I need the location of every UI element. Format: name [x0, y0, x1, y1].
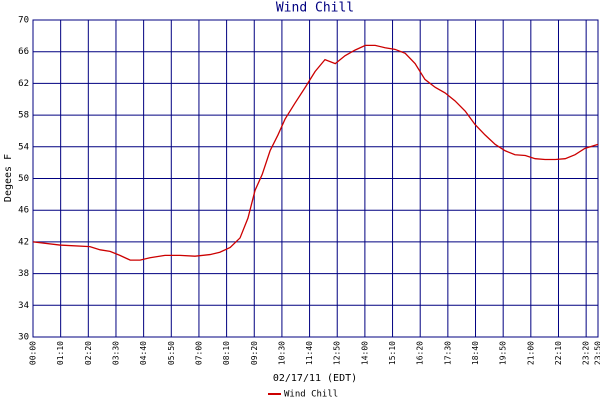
- x-tick-label: 00:00: [29, 341, 38, 365]
- x-tick-label: 07:00: [194, 341, 203, 365]
- x-tick-label: 14:00: [360, 341, 369, 365]
- y-tick-label: 46: [18, 206, 29, 216]
- y-tick-label: 54: [18, 142, 29, 152]
- y-tick-label: 70: [18, 16, 29, 26]
- y-tick-label: 34: [18, 301, 29, 311]
- x-tick-label: 05:50: [167, 341, 176, 365]
- y-tick-label: 66: [18, 47, 29, 57]
- x-tick-label: 17:30: [443, 341, 452, 365]
- y-tick-label: 38: [18, 269, 29, 279]
- x-tick-label: 15:10: [388, 341, 397, 365]
- x-tick-label: 04:40: [139, 341, 148, 365]
- x-tick-label: 23:20: [582, 341, 591, 365]
- x-tick-label: 16:20: [416, 341, 425, 365]
- x-tick-label: 10:30: [277, 341, 286, 365]
- x-axis-label: 02/17/11 (EDT): [273, 373, 357, 384]
- x-tick-label: 23:50: [594, 341, 600, 365]
- x-tick-label: 18:40: [471, 341, 480, 365]
- x-tick-label: 19:50: [499, 341, 508, 365]
- x-tick-label: 21:00: [526, 341, 535, 365]
- y-tick-label: 50: [18, 174, 29, 184]
- x-tick-label: 22:10: [554, 341, 563, 365]
- y-axis-label: Degees F: [3, 154, 14, 202]
- y-tick-label: 42: [18, 237, 29, 247]
- x-tick-label: 02:20: [84, 341, 93, 365]
- y-tick-label: 30: [18, 333, 29, 343]
- x-tick-label: 09:20: [250, 341, 259, 365]
- legend-label: Wind Chill: [284, 390, 338, 400]
- x-tick-label: 03:30: [111, 341, 120, 365]
- chart-title: Wind Chill: [276, 1, 354, 16]
- data-line: [32, 44, 599, 261]
- y-tick-label: 58: [18, 111, 29, 121]
- x-tick-label: 08:10: [222, 341, 231, 365]
- x-tick-label: 11:40: [305, 341, 314, 365]
- x-tick-label: 01:10: [56, 341, 65, 365]
- y-tick-label: 62: [18, 79, 29, 89]
- x-tick-label: 12:50: [333, 341, 342, 365]
